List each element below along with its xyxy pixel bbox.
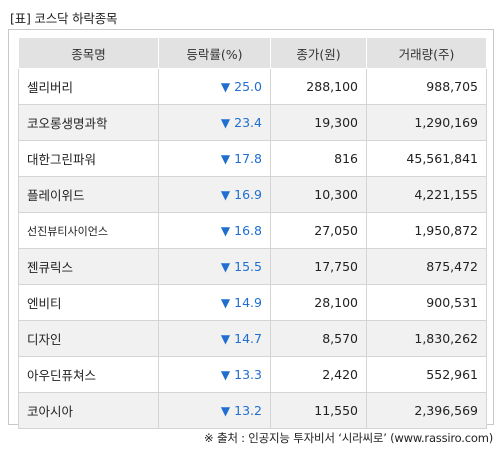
close-price: 17,750: [270, 248, 367, 285]
stock-name: 아우딘퓨쳐스: [18, 356, 159, 393]
stock-name: 코오롱생명과학: [18, 104, 159, 141]
down-triangle-icon: ▼: [220, 116, 231, 130]
header-name: 종목명: [18, 37, 159, 69]
table-frame: 종목명 등락률(%) 종가(원) 거래량(주) 셀리버리 ▼ 25.0 288,1…: [8, 29, 494, 429]
change-rate: 16.8: [234, 223, 262, 238]
trade-volume: 900,531: [366, 284, 487, 321]
table-row: 아우딘퓨쳐스 ▼ 13.3 2,420 552,961: [18, 356, 487, 393]
table-caption: [표] 코스닥 하락종목: [10, 11, 118, 26]
stock-name: 엔비티: [18, 284, 159, 321]
change-rate-cell: ▼ 13.3: [158, 356, 271, 393]
stock-table: 종목명 등락률(%) 종가(원) 거래량(주) 셀리버리 ▼ 25.0 288,1…: [18, 37, 487, 429]
table-row: 플레이위드 ▼ 16.9 10,300 4,221,155: [18, 176, 487, 213]
change-rate-cell: ▼ 17.8: [158, 140, 271, 177]
change-rate: 14.7: [234, 331, 262, 346]
close-price: 2,420: [270, 356, 367, 393]
stock-name: 코아시아: [18, 392, 159, 429]
down-triangle-icon: ▼: [220, 152, 231, 166]
change-rate: 16.9: [234, 187, 262, 202]
trade-volume: 2,396,569: [366, 392, 487, 429]
header-volume: 거래량(주): [366, 37, 487, 69]
down-triangle-icon: ▼: [220, 404, 231, 418]
table-row: 코아시아 ▼ 13.2 11,550 2,396,569: [18, 392, 487, 429]
change-rate-cell: ▼ 15.5: [158, 248, 271, 285]
down-triangle-icon: ▼: [220, 224, 231, 238]
change-rate-cell: ▼ 16.8: [158, 212, 271, 249]
close-price: 816: [270, 140, 367, 177]
change-rate-cell: ▼ 25.0: [158, 68, 271, 105]
stock-name: 셀리버리: [18, 68, 159, 105]
trade-volume: 552,961: [366, 356, 487, 393]
stock-name: 선진뷰티사이언스: [18, 212, 159, 249]
close-price: 27,050: [270, 212, 367, 249]
change-rate: 25.0: [234, 79, 262, 94]
change-rate: 13.3: [234, 367, 262, 382]
down-triangle-icon: ▼: [220, 260, 231, 274]
table-row: 셀리버리 ▼ 25.0 288,100 988,705: [18, 68, 487, 105]
change-rate-cell: ▼ 13.2: [158, 392, 271, 429]
header-rate: 등락률(%): [158, 37, 271, 69]
down-triangle-icon: ▼: [220, 332, 231, 346]
table-row: 젠큐릭스 ▼ 15.5 17,750 875,472: [18, 248, 487, 285]
close-price: 288,100: [270, 68, 367, 105]
table-header-row: 종목명 등락률(%) 종가(원) 거래량(주): [18, 37, 487, 69]
table-row: 디자인 ▼ 14.7 8,570 1,830,262: [18, 320, 487, 357]
close-price: 11,550: [270, 392, 367, 429]
change-rate-cell: ▼ 23.4: [158, 104, 271, 141]
change-rate-cell: ▼ 14.9: [158, 284, 271, 321]
down-triangle-icon: ▼: [220, 80, 231, 94]
table-row: 대한그린파워 ▼ 17.8 816 45,561,841: [18, 140, 487, 177]
trade-volume: 45,561,841: [366, 140, 487, 177]
close-price: 10,300: [270, 176, 367, 213]
change-rate: 13.2: [234, 403, 262, 418]
change-rate-cell: ▼ 14.7: [158, 320, 271, 357]
trade-volume: 1,950,872: [366, 212, 487, 249]
trade-volume: 875,472: [366, 248, 487, 285]
down-triangle-icon: ▼: [220, 296, 231, 310]
stock-name: 디자인: [18, 320, 159, 357]
change-rate: 15.5: [234, 259, 262, 274]
header-price: 종가(원): [270, 37, 367, 69]
down-triangle-icon: ▼: [220, 368, 231, 382]
stock-name: 대한그린파워: [18, 140, 159, 177]
table-row: 선진뷰티사이언스 ▼ 16.8 27,050 1,950,872: [18, 212, 487, 249]
close-price: 28,100: [270, 284, 367, 321]
change-rate: 17.8: [234, 151, 262, 166]
down-triangle-icon: ▼: [220, 188, 231, 202]
trade-volume: 1,290,169: [366, 104, 487, 141]
close-price: 19,300: [270, 104, 367, 141]
stock-name: 젠큐릭스: [18, 248, 159, 285]
table-row: 엔비티 ▼ 14.9 28,100 900,531: [18, 284, 487, 321]
change-rate: 14.9: [234, 295, 262, 310]
change-rate-cell: ▼ 16.9: [158, 176, 271, 213]
change-rate: 23.4: [234, 115, 262, 130]
stock-name: 플레이위드: [18, 176, 159, 213]
close-price: 8,570: [270, 320, 367, 357]
trade-volume: 4,221,155: [366, 176, 487, 213]
trade-volume: 988,705: [366, 68, 487, 105]
table-row: 코오롱생명과학 ▼ 23.4 19,300 1,290,169: [18, 104, 487, 141]
trade-volume: 1,830,262: [366, 320, 487, 357]
source-note: ※ 출처 : 인공지능 투자비서 ‘시라씨로’ (www.rassiro.com…: [204, 431, 493, 445]
